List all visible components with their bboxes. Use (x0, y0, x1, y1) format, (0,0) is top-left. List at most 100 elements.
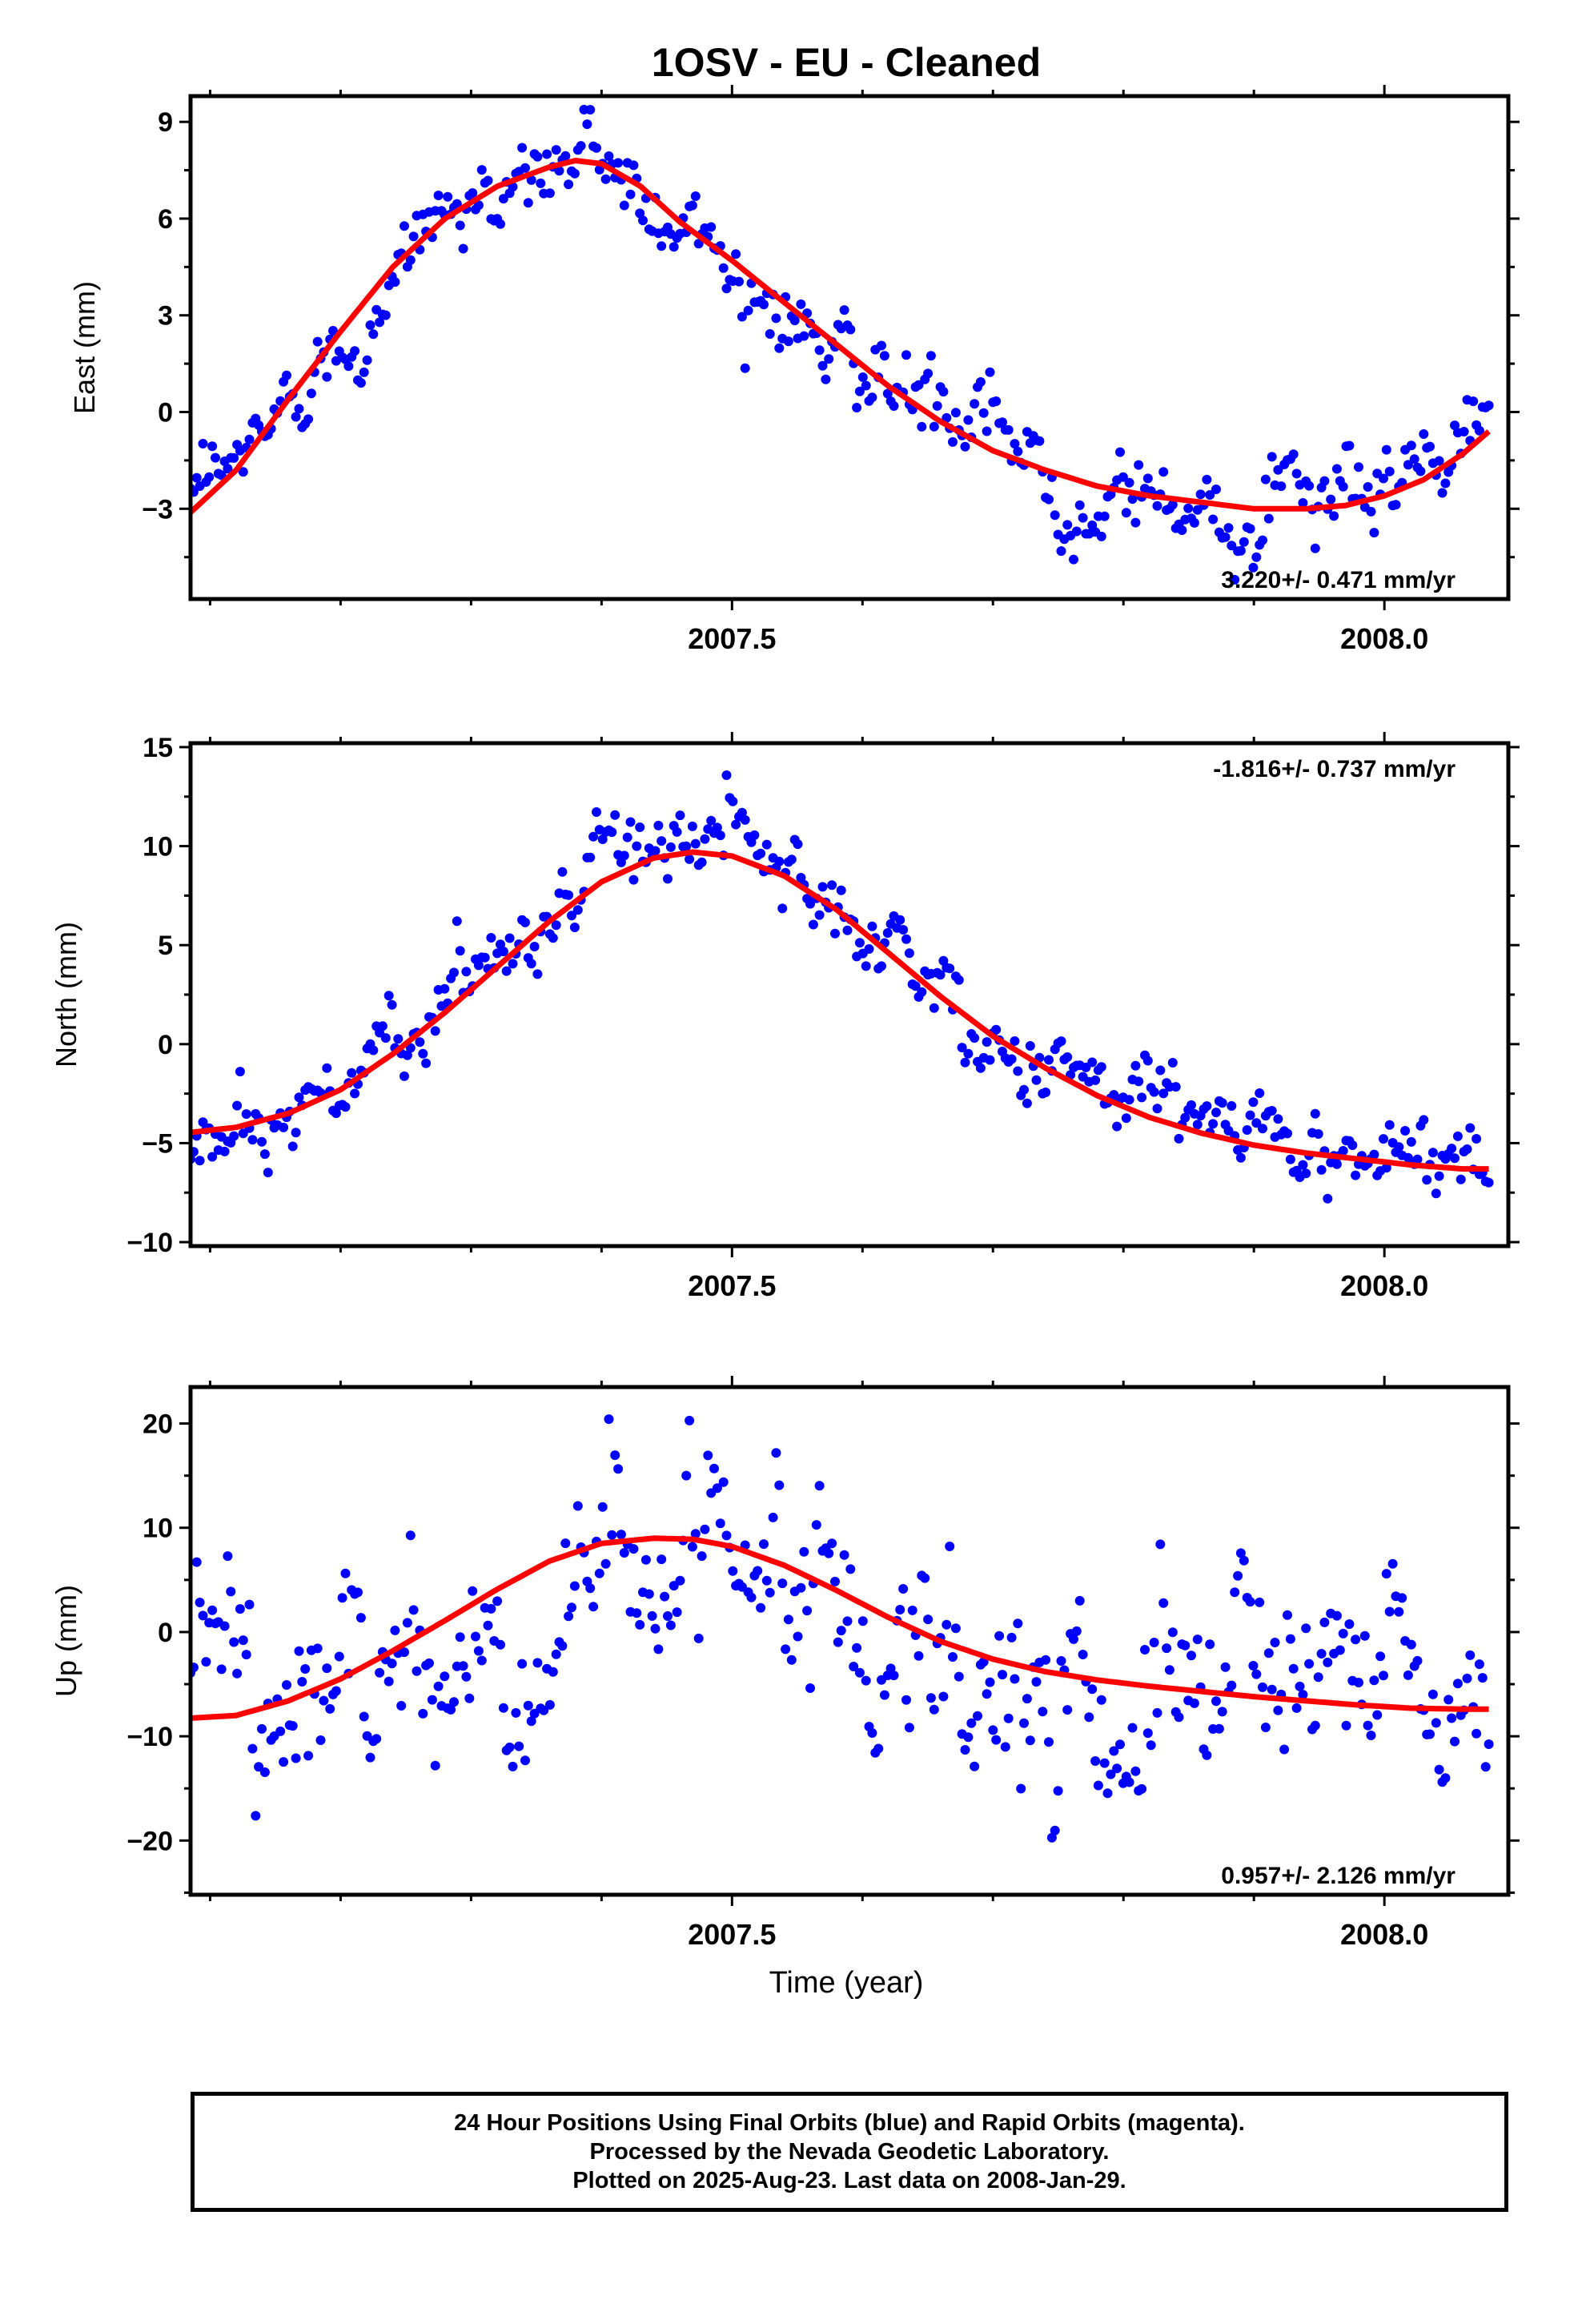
data-point (380, 310, 391, 320)
data-point (734, 276, 744, 287)
data-point (594, 1568, 604, 1578)
data-point (1412, 1655, 1423, 1666)
data-point (312, 1643, 323, 1654)
data-point (400, 221, 409, 231)
data-point (994, 1630, 1005, 1641)
data-point (1211, 1696, 1221, 1707)
data-point (1245, 524, 1255, 534)
data-point (576, 141, 586, 151)
data-point (1056, 546, 1066, 557)
data-point (777, 903, 788, 914)
data-point (368, 329, 379, 340)
data-point (1149, 1087, 1159, 1097)
data-point (873, 1743, 884, 1754)
data-point (557, 866, 568, 877)
data-point (1140, 1645, 1150, 1655)
data-point (923, 368, 934, 379)
data-point (718, 1477, 729, 1487)
data-point (282, 1680, 291, 1690)
data-point (1267, 1684, 1277, 1695)
data-point (991, 1735, 1002, 1745)
data-point (1291, 1703, 1302, 1713)
x-tick-label: 2007.5 (688, 1918, 776, 1951)
data-point (672, 1607, 682, 1618)
data-point (1427, 1689, 1438, 1699)
data-point (191, 1557, 202, 1567)
data-point (824, 354, 834, 364)
data-point (294, 404, 304, 414)
data-point (1331, 1159, 1342, 1169)
data-point (1003, 1713, 1014, 1723)
data-point (1288, 449, 1299, 460)
data-point (520, 163, 530, 173)
data-point (492, 1596, 503, 1606)
data-point (712, 822, 722, 833)
data-point (1239, 1555, 1249, 1566)
data-point (405, 1530, 416, 1541)
data-point (857, 372, 868, 382)
y-tick-label: −10 (126, 1228, 173, 1258)
data-point (1130, 1766, 1141, 1776)
data-point (1245, 1597, 1255, 1607)
data-point (854, 1667, 865, 1678)
data-point (544, 188, 555, 199)
y-tick-label: 0 (158, 1618, 173, 1648)
data-point (861, 961, 871, 971)
data-point (380, 1033, 391, 1043)
data-point (827, 1538, 837, 1549)
data-point (942, 412, 952, 423)
y-tick-label: 20 (143, 1409, 173, 1440)
data-point (1149, 1638, 1159, 1647)
data-point (362, 355, 372, 365)
data-point (229, 452, 239, 463)
data-point (1044, 1737, 1054, 1747)
data-point (402, 1050, 412, 1060)
data-point (898, 925, 909, 935)
data-point (334, 1651, 344, 1662)
data-point (1050, 1825, 1060, 1835)
data-point (1074, 1595, 1085, 1606)
data-point (1347, 1140, 1358, 1150)
data-point (564, 1611, 574, 1622)
data-point (632, 1608, 642, 1618)
data-point (198, 1117, 208, 1128)
data-point (1230, 574, 1240, 585)
data-point (1010, 1674, 1020, 1684)
data-point (985, 367, 995, 377)
data-point (1208, 1119, 1219, 1129)
data-point (1440, 1773, 1451, 1783)
data-point (211, 452, 220, 463)
data-point (1124, 477, 1134, 488)
data-point (514, 1741, 524, 1751)
data-point (402, 1618, 412, 1628)
data-point (517, 1659, 528, 1669)
data-point (1270, 1638, 1280, 1647)
data-point (978, 408, 989, 418)
data-point (653, 820, 664, 830)
data-point (681, 841, 692, 851)
data-point (1189, 517, 1199, 528)
data-point (613, 158, 624, 168)
data-point (582, 119, 592, 130)
data-point (1162, 1643, 1172, 1654)
data-point (1192, 1120, 1203, 1130)
data-point (1397, 1593, 1407, 1603)
x-tick-label: 2007.5 (688, 1269, 776, 1302)
data-point (458, 1661, 468, 1671)
data-point (879, 1690, 889, 1700)
data-point (970, 399, 980, 409)
data-point (396, 1701, 407, 1711)
data-point (836, 885, 846, 895)
data-point (468, 1586, 478, 1596)
data-point (1022, 1694, 1032, 1704)
data-point (1053, 1786, 1063, 1796)
data-point (1142, 473, 1153, 484)
data-point (405, 255, 416, 265)
data-point (817, 360, 828, 371)
data-point (520, 917, 530, 927)
data-point (1258, 1124, 1267, 1134)
data-point (1220, 532, 1231, 542)
data-point (1452, 1131, 1463, 1141)
data-point (877, 961, 886, 971)
data-point (774, 343, 785, 353)
